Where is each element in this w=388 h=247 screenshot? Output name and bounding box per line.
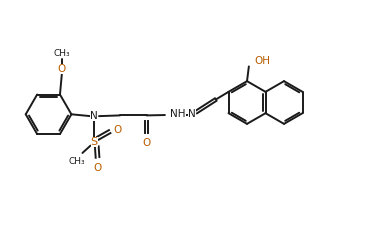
- Text: S: S: [91, 137, 98, 147]
- Text: O: O: [94, 163, 102, 173]
- Text: N: N: [188, 109, 196, 119]
- Text: CH₃: CH₃: [69, 157, 85, 165]
- Text: O: O: [113, 125, 121, 135]
- Text: O: O: [58, 64, 66, 75]
- Text: O: O: [142, 138, 151, 148]
- Text: N: N: [90, 111, 98, 121]
- Text: CH₃: CH₃: [54, 49, 70, 58]
- Text: NH: NH: [170, 109, 186, 119]
- Text: OH: OH: [254, 56, 270, 65]
